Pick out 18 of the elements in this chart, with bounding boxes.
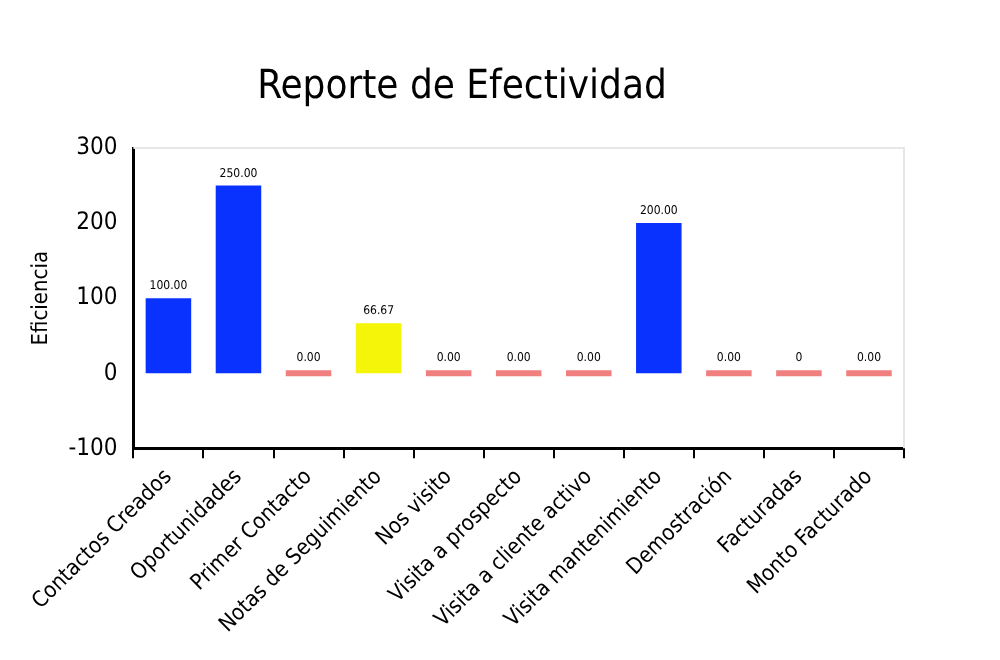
- bar: [846, 370, 892, 377]
- y-tick-label: 200: [76, 207, 118, 236]
- y-tick-label: -100: [68, 432, 118, 461]
- y-axis-title: Eficiencia: [26, 250, 53, 346]
- bar: [285, 370, 332, 377]
- bar: [706, 370, 752, 377]
- bar: [145, 298, 192, 374]
- bar: [355, 323, 402, 374]
- y-tick-label: 100: [76, 282, 118, 311]
- bar: [495, 370, 542, 377]
- bar: [425, 370, 472, 377]
- bar: [215, 185, 262, 374]
- bar: [776, 370, 822, 377]
- bar: [636, 223, 682, 374]
- y-tick-label: 300: [76, 132, 118, 161]
- y-tick-label: 0: [103, 357, 118, 386]
- chart-title: Reporte de Efectividad: [257, 60, 667, 109]
- bar: [565, 370, 612, 377]
